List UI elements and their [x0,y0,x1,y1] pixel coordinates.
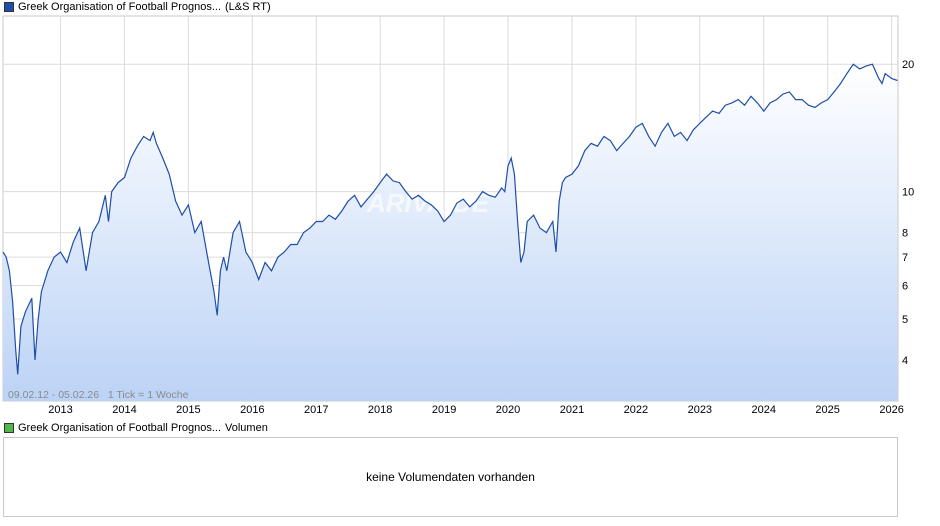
price-line [2,63,898,375]
x-tick-label: 2020 [496,404,520,416]
price-legend-source: (L&S RT) [225,1,271,13]
x-tick-label: 2013 [48,404,72,416]
price-legend-swatch [4,2,14,12]
x-tick-label: 2014 [112,404,136,416]
y-tick-label: 6 [902,280,908,292]
y-tick-label: 7 [902,252,908,264]
x-tick-label: 2026 [879,404,903,416]
volume-legend-suffix: Volumen [225,422,268,434]
price-legend: Greek Organisation of Football Prognos..… [4,0,271,14]
x-tick-label: 2015 [176,404,200,416]
price-area [3,64,898,401]
x-tick-label: 2025 [815,404,839,416]
x-tick-label: 2023 [688,404,712,416]
x-tick-label: 2019 [432,404,456,416]
x-tick-label: 2018 [368,404,392,416]
y-axis: 4 5 6 7 8 10 20 [902,59,914,367]
volume-legend-label: Greek Organisation of Football Prognos..… [18,422,221,434]
x-tick-label: 2017 [304,404,328,416]
y-tick-label: 20 [902,59,914,71]
volume-legend-swatch [4,423,14,433]
y-tick-label: 10 [902,187,914,199]
x-tick-label: 2024 [752,404,776,416]
no-volume-message: keine Volumendaten vorhanden [366,470,535,484]
x-tick-label: 2022 [624,404,648,416]
price-legend-label: Greek Organisation of Football Prognos..… [18,1,221,13]
x-tick-label: 2021 [560,404,584,416]
y-tick-label: 4 [902,355,908,367]
x-axis: 2013 2014 2015 2016 2017 2018 2019 2020 2021 2022… [48,404,904,416]
x-tick-label: 2016 [240,404,264,416]
range-annotation: 09.02.12 - 05.02.26 1 Tick = 1 Woche [8,389,189,401]
y-tick-label: 8 [902,228,908,240]
volume-legend: Greek Organisation of Football Prognos..… [4,421,268,435]
y-tick-label: 5 [902,314,908,326]
volume-chart: keine Volumendaten vorhanden [3,437,898,517]
